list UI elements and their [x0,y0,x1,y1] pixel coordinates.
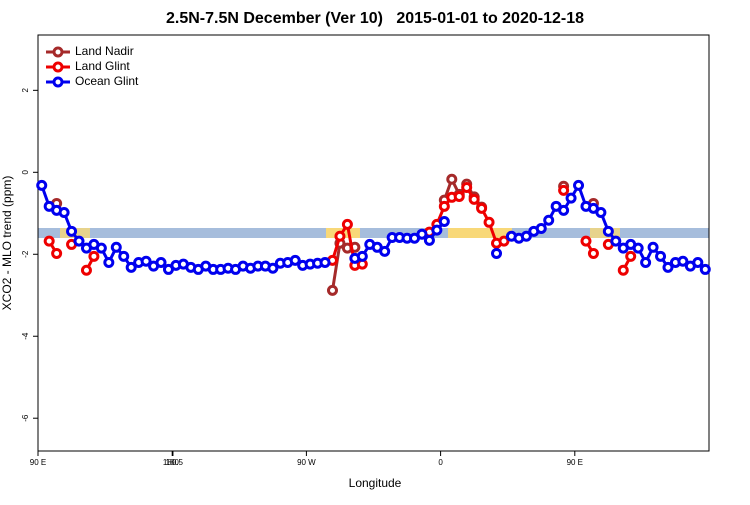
data-point [491,247,503,259]
data-point [461,181,473,193]
data-point [155,256,167,268]
y-tick-label: -2 [21,250,30,258]
data-point [125,261,137,273]
data-point [118,250,130,262]
data-point [334,230,346,242]
data-point [453,190,465,202]
legend-label: Ocean Glint [75,74,139,88]
data-point [289,254,301,266]
data-point [617,264,629,276]
data-point [699,263,711,275]
data-point [595,206,607,218]
data-point [610,235,622,247]
data-point [110,241,122,253]
data-point [73,235,85,247]
data-point [431,224,443,236]
data-point [692,256,704,268]
data-point [647,241,659,253]
data-point [36,179,48,191]
chart-title: 2.5N-7.5N December (Ver 10) 2015-01-01 t… [166,10,584,27]
data-point [319,256,331,268]
legend-swatch [52,46,64,58]
y-tick-label: -4 [21,332,30,340]
legend-swatch [52,76,64,88]
data-point [498,235,510,247]
data-point [356,250,368,262]
x-tick-label: 180.5 [163,458,184,467]
x-axis-label: Longitude [349,476,402,490]
data-point [326,284,338,296]
data-point [580,235,592,247]
x-tick-label: 0 [438,458,443,467]
data-point [438,215,450,227]
data-point [662,261,674,273]
legend-label: Land Nadir [75,44,134,58]
data-point [95,242,107,254]
data-point [103,256,115,268]
legend-label: Land Glint [75,59,130,73]
y-tick-label: 0 [21,170,30,175]
data-point [573,179,585,191]
data-point [632,242,644,254]
y-axis-label: XCO2 - MLO trend (ppm) [0,176,14,311]
data-point [468,193,480,205]
data-point [543,214,555,226]
data-point [677,255,689,267]
x-tick-label: 90 W [297,458,316,467]
legend-swatch [52,61,64,73]
data-point [379,245,391,257]
data-point [140,255,152,267]
data-point [558,184,570,196]
data-point [51,247,63,259]
data-point [58,206,70,218]
data-point [558,204,570,216]
data-point [80,264,92,276]
data-point [602,225,614,237]
data-point [341,218,353,230]
x-tick-label: 180 [166,458,180,467]
data-point [438,200,450,212]
data-point [587,247,599,259]
data-point [520,230,532,242]
data-point [565,192,577,204]
data-point [446,173,458,185]
data-point [423,234,435,246]
data-point [483,216,495,228]
data-point [66,225,78,237]
plot-frame [37,34,710,452]
data-point [267,262,279,274]
data-point [640,256,652,268]
data-point [535,222,547,234]
data-point [43,235,55,247]
x-tick-label: 90 E [30,458,46,467]
data-point [625,250,637,262]
y-tick-label: -6 [21,414,30,422]
x-tick-label: 90 E [567,458,583,467]
data-point [476,202,488,214]
data-point [88,250,100,262]
data-point [416,228,428,240]
data-point [655,250,667,262]
y-tick-label: 2 [21,88,30,93]
